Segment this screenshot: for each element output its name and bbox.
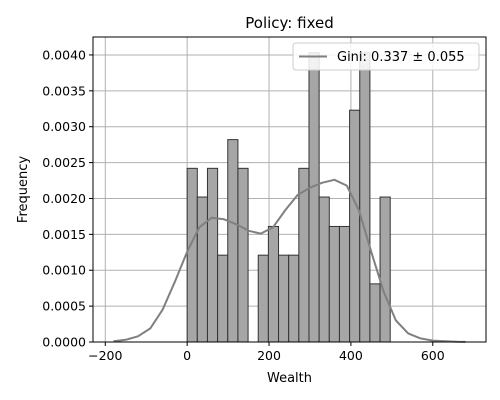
y-tick-label: 0.0040 bbox=[42, 47, 86, 62]
y-tick-label: 0.0035 bbox=[42, 83, 86, 98]
histogram-bar bbox=[379, 196, 391, 343]
histogram-bar bbox=[338, 225, 351, 343]
x-tick-label: 600 bbox=[421, 348, 445, 363]
histogram-bar bbox=[237, 167, 249, 343]
plot-frame bbox=[92, 36, 487, 343]
axis-ticks: −200 0 200 400 600 0.0000 0.0005 0.0010 0.0015 0.… bbox=[42, 47, 445, 363]
legend: Gini: 0.337 ± 0.055 bbox=[292, 42, 480, 71]
histogram-bars bbox=[186, 52, 391, 343]
histogram-bar bbox=[186, 167, 198, 343]
histogram-bar bbox=[308, 52, 320, 343]
chart-title: Policy: fixed bbox=[245, 14, 334, 32]
histogram-bar bbox=[278, 254, 290, 343]
x-tick-label: 200 bbox=[257, 348, 281, 363]
x-tick-label: 400 bbox=[339, 348, 363, 363]
histogram-bar bbox=[359, 52, 371, 343]
legend-entry-kde: Gini: 0.337 ± 0.055 bbox=[337, 50, 465, 65]
kde-line-layer bbox=[113, 178, 466, 343]
histogram-bar bbox=[267, 225, 280, 343]
histogram-bar bbox=[217, 254, 229, 343]
x-tick-label: 0 bbox=[183, 348, 191, 363]
histogram-bar bbox=[288, 254, 300, 343]
y-tick-label: 0.0030 bbox=[42, 119, 86, 134]
kde-line bbox=[113, 178, 466, 343]
y-tick-label: 0.0020 bbox=[42, 191, 86, 206]
histogram-bar bbox=[318, 196, 330, 343]
histogram-bar bbox=[349, 109, 361, 343]
y-tick-label: 0.0025 bbox=[42, 155, 86, 170]
x-axis-label: Wealth bbox=[267, 371, 312, 386]
y-axis-label: Frequency bbox=[16, 156, 31, 223]
y-tick-label: 0.0015 bbox=[42, 227, 86, 242]
histogram-bar bbox=[257, 254, 269, 343]
legend-box bbox=[292, 42, 480, 71]
histogram-bar bbox=[206, 167, 219, 343]
histogram-bar bbox=[328, 225, 340, 343]
y-tick-label: 0.0000 bbox=[42, 335, 86, 350]
x-tick-label: −200 bbox=[88, 348, 122, 363]
histogram-bar bbox=[369, 283, 381, 343]
y-tick-label: 0.0005 bbox=[42, 299, 86, 314]
histogram-bar bbox=[196, 196, 208, 343]
y-tick-label: 0.0010 bbox=[42, 263, 86, 278]
histogram-bar bbox=[227, 139, 239, 343]
